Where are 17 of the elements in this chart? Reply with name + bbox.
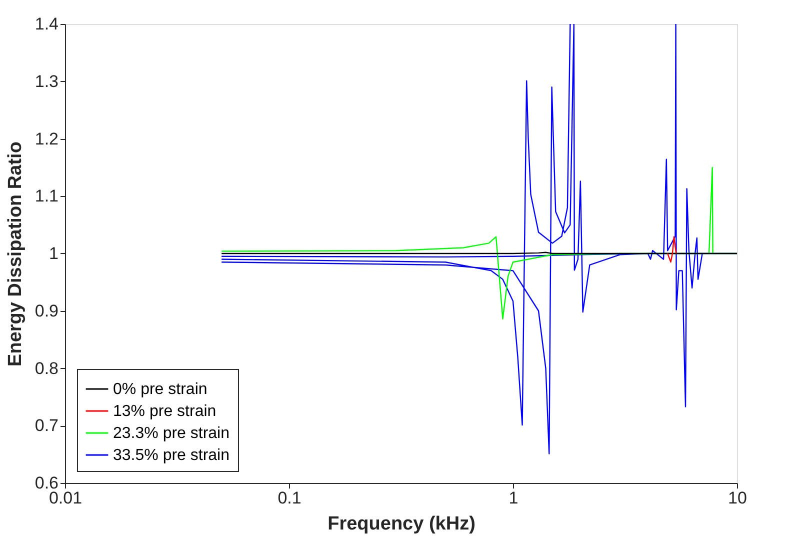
x-tick-label: 10 bbox=[728, 488, 747, 508]
y-tick-label: 0.9 bbox=[34, 301, 58, 320]
y-tick-label: 1 bbox=[49, 244, 58, 263]
x-tick-label: 1 bbox=[508, 488, 518, 508]
x-tick-label: 0.1 bbox=[278, 488, 302, 508]
y-tick-label: 1.1 bbox=[34, 186, 58, 206]
legend-label: 23.3% pre strain bbox=[113, 425, 230, 442]
y-axis-title: Energy Dissipation Ratio bbox=[4, 142, 26, 366]
legend-label: 13% pre strain bbox=[113, 403, 216, 420]
legend-label: 33.5% pre strain bbox=[113, 447, 230, 464]
y-tick-label: 1.4 bbox=[34, 14, 58, 34]
y-tick-label: 1.3 bbox=[34, 72, 58, 91]
y-tick-label: 1.2 bbox=[34, 129, 58, 148]
x-axis-title: Frequency (kHz) bbox=[328, 514, 476, 534]
y-tick-label: 0.8 bbox=[34, 358, 58, 378]
legend-label: 0% pre strain bbox=[113, 381, 208, 398]
y-tick-label: 0.7 bbox=[34, 416, 58, 436]
